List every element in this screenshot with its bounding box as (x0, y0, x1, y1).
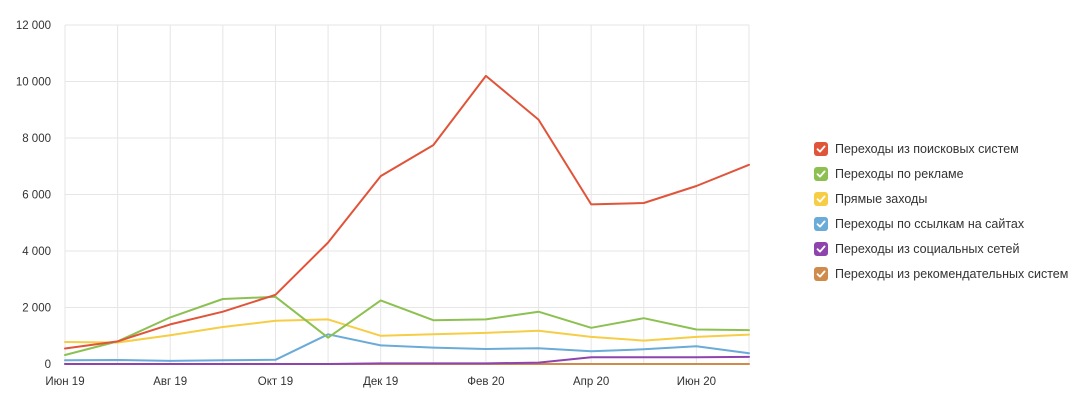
grid (64, 24, 750, 364)
checkbox-checked-icon[interactable] (814, 216, 828, 231)
x-tick-label: Авг 19 (153, 376, 187, 388)
y-tick-label: 4 000 (22, 246, 51, 258)
checkbox-checked-icon[interactable] (814, 141, 828, 156)
y-tick-label: 2 000 (22, 303, 51, 315)
series-line[interactable] (64, 295, 750, 356)
legend-item[interactable]: Переходы из социальных сетей (814, 236, 1082, 261)
checkbox-checked-icon[interactable] (814, 166, 828, 181)
legend-label: Переходы из поисковых систем (835, 141, 1019, 156)
checkbox-checked-icon[interactable] (814, 266, 828, 281)
x-tick-label: Фев 20 (467, 376, 504, 388)
y-tick-label: 6 000 (22, 190, 51, 202)
series-line[interactable] (64, 333, 750, 362)
checkbox-checked-icon[interactable] (814, 191, 828, 206)
legend-label: Переходы по ссылкам на сайтах (835, 216, 1025, 231)
legend-item[interactable]: Переходы по ссылкам на сайтах (814, 211, 1082, 236)
x-tick-label: Июн 20 (677, 376, 716, 388)
y-tick-label: 0 (45, 359, 51, 371)
legend-item[interactable]: Переходы по рекламе (814, 161, 1082, 186)
y-tick-label: 10 000 (16, 77, 51, 89)
legend-label: Переходы из рекомендательных систем (835, 266, 1069, 281)
series-line[interactable] (64, 74, 750, 350)
series-lines (64, 74, 750, 365)
series-line[interactable] (64, 318, 750, 344)
series-line[interactable] (64, 355, 750, 365)
legend-item[interactable]: Переходы из рекомендательных систем (814, 261, 1082, 286)
x-tick-label: Апр 20 (573, 376, 609, 388)
legend-label: Переходы по рекламе (835, 166, 964, 181)
x-tick-label: Дек 19 (363, 376, 398, 388)
legend-label: Переходы из социальных сетей (835, 241, 1020, 256)
tick-labels: 0 2 000 4 000 6 000 8 000 10 000 12 000 Июн 19 А… (16, 20, 716, 388)
y-tick-label: 12 000 (16, 20, 51, 32)
chart-legend: Переходы из поисковых систем Переходы по … (814, 136, 1082, 286)
legend-item[interactable]: Прямые заходы (814, 186, 1082, 211)
x-tick-label: Июн 19 (45, 376, 84, 388)
y-tick-label: 8 000 (22, 133, 51, 145)
legend-item[interactable]: Переходы из поисковых систем (814, 136, 1082, 161)
x-tick-label: Окт 19 (258, 376, 293, 388)
checkbox-checked-icon[interactable] (814, 241, 828, 256)
legend-label: Прямые заходы (835, 191, 928, 206)
